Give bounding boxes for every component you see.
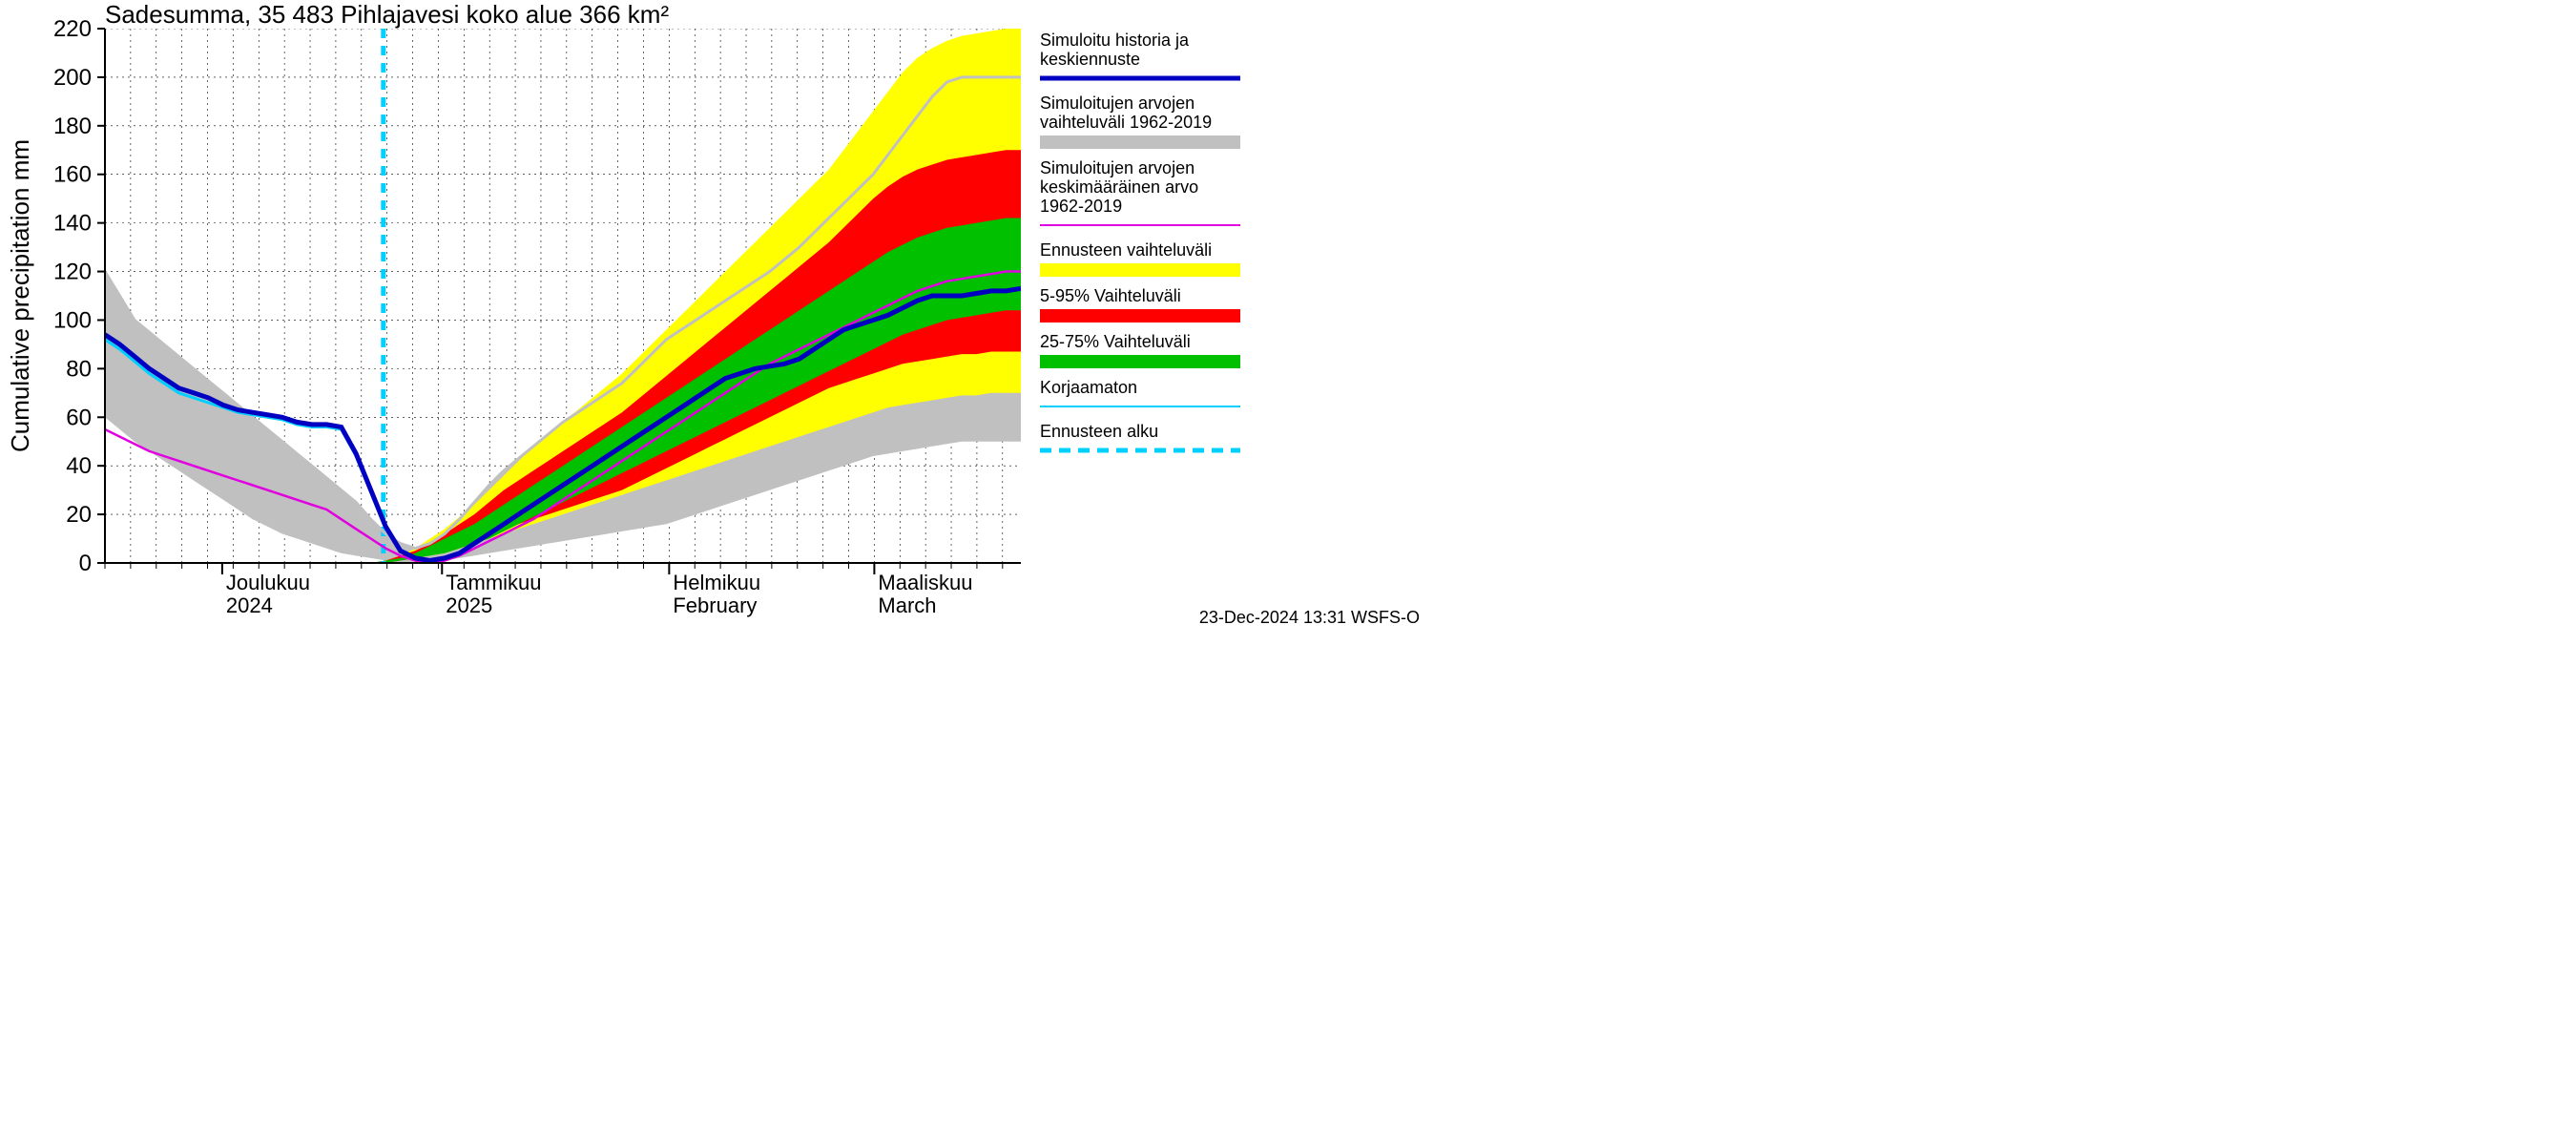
legend-label: vaihteluväli 1962-2019 bbox=[1040, 113, 1212, 132]
legend-label: 5-95% Vaihteluväli bbox=[1040, 286, 1181, 305]
y-tick-label: 120 bbox=[53, 260, 92, 285]
y-tick-label: 40 bbox=[66, 453, 92, 479]
legend-swatch-band bbox=[1040, 355, 1240, 368]
legend-label: Ennusteen vaihteluväli bbox=[1040, 240, 1212, 260]
chart-container: 020406080100120140160180200220Joulukuu20… bbox=[0, 0, 1431, 636]
x-month-label: Tammikuu bbox=[446, 571, 541, 594]
x-month-label: Maaliskuu bbox=[878, 571, 972, 594]
legend-swatch-band bbox=[1040, 263, 1240, 277]
legend-label: Simuloitujen arvojen bbox=[1040, 94, 1195, 113]
x-year-label: March bbox=[878, 593, 936, 617]
legend-label: Simuloitujen arvojen bbox=[1040, 158, 1195, 177]
y-tick-label: 140 bbox=[53, 211, 92, 237]
y-tick-label: 180 bbox=[53, 114, 92, 139]
y-tick-label: 20 bbox=[66, 502, 92, 528]
legend-label: 1962-2019 bbox=[1040, 197, 1122, 216]
precipitation-chart: 020406080100120140160180200220Joulukuu20… bbox=[0, 0, 1431, 636]
y-tick-label: 160 bbox=[53, 162, 92, 188]
legend-label: Ennusteen alku bbox=[1040, 422, 1158, 441]
legend-label: keskiennuste bbox=[1040, 50, 1140, 69]
x-year-label: February bbox=[673, 593, 757, 617]
y-tick-label: 220 bbox=[53, 16, 92, 42]
x-month-label: Helmikuu bbox=[673, 571, 760, 594]
y-tick-label: 60 bbox=[66, 405, 92, 430]
legend-item-forecast_range: Ennusteen vaihteluväli bbox=[1040, 240, 1240, 277]
y-tick-label: 80 bbox=[66, 356, 92, 382]
legend-label: Simuloitu historia ja bbox=[1040, 31, 1190, 50]
legend-swatch-band bbox=[1040, 309, 1240, 323]
x-year-label: 2024 bbox=[226, 593, 273, 617]
y-tick-label: 100 bbox=[53, 307, 92, 333]
y-axis-label: Cumulative precipitation mm bbox=[6, 139, 34, 452]
y-tick-label: 200 bbox=[53, 65, 92, 91]
legend-label: Korjaamaton bbox=[1040, 378, 1137, 397]
x-year-label: 2025 bbox=[446, 593, 492, 617]
x-month-label: Joulukuu bbox=[226, 571, 310, 594]
timestamp-label: 23-Dec-2024 13:31 WSFS-O bbox=[1199, 608, 1420, 627]
legend-label: keskimääräinen arvo bbox=[1040, 177, 1198, 197]
legend-swatch-band bbox=[1040, 135, 1240, 149]
y-tick-label: 0 bbox=[79, 551, 92, 576]
legend-label: 25-75% Vaihteluväli bbox=[1040, 332, 1191, 351]
chart-title: Sadesumma, 35 483 Pihlajavesi koko alue … bbox=[105, 0, 669, 29]
